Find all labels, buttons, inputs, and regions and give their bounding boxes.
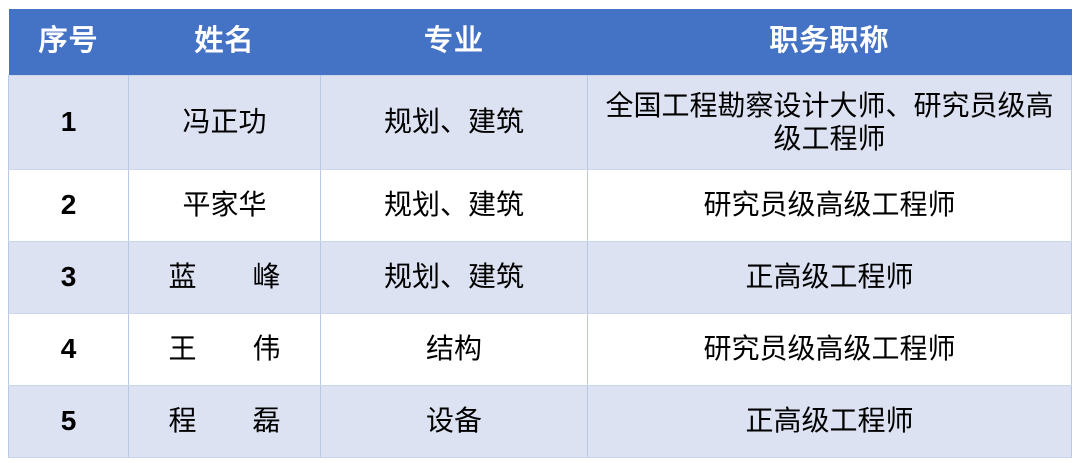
column-header-major: 专业 [320, 9, 588, 76]
personnel-table-container: 序号 姓名 专业 职务职称 1 冯正功 规划、建筑 全国工程勘察设计大师、研究员… [8, 9, 1072, 459]
cell-index: 4 [8, 313, 129, 386]
cell-title: 正高级工程师 [587, 385, 1072, 458]
cell-index: 5 [8, 385, 129, 458]
table-row: 3 蓝 峰 规划、建筑 正高级工程师 [8, 241, 1072, 314]
column-header-title: 职务职称 [587, 9, 1072, 76]
column-header-name: 姓名 [128, 9, 321, 76]
table-row: 5 程 磊 设备 正高级工程师 [8, 385, 1072, 458]
table-header: 序号 姓名 专业 职务职称 [8, 9, 1072, 76]
cell-name: 蓝 峰 [128, 241, 321, 314]
cell-name: 冯正功 [128, 75, 321, 170]
cell-name: 王 伟 [128, 313, 321, 386]
cell-title: 研究员级高级工程师 [587, 169, 1072, 242]
cell-major: 结构 [320, 313, 588, 386]
column-header-index: 序号 [8, 9, 129, 76]
personnel-table: 序号 姓名 专业 职务职称 1 冯正功 规划、建筑 全国工程勘察设计大师、研究员… [8, 9, 1072, 458]
cell-title: 正高级工程师 [587, 241, 1072, 314]
cell-name: 程 磊 [128, 385, 321, 458]
cell-index: 3 [8, 241, 129, 314]
table-body: 1 冯正功 规划、建筑 全国工程勘察设计大师、研究员级高级工程师 2 平家华 规… [8, 75, 1072, 458]
cell-title: 全国工程勘察设计大师、研究员级高级工程师 [587, 75, 1072, 170]
cell-title: 研究员级高级工程师 [587, 313, 1072, 386]
cell-major: 规划、建筑 [320, 169, 588, 242]
cell-major: 规划、建筑 [320, 241, 588, 314]
cell-major: 设备 [320, 385, 588, 458]
cell-major: 规划、建筑 [320, 75, 588, 170]
table-header-row: 序号 姓名 专业 职务职称 [8, 9, 1072, 76]
cell-index: 1 [8, 75, 129, 170]
cell-name: 平家华 [128, 169, 321, 242]
cell-index: 2 [8, 169, 129, 242]
table-row: 2 平家华 规划、建筑 研究员级高级工程师 [8, 169, 1072, 242]
table-row: 4 王 伟 结构 研究员级高级工程师 [8, 313, 1072, 386]
table-row: 1 冯正功 规划、建筑 全国工程勘察设计大师、研究员级高级工程师 [8, 75, 1072, 170]
